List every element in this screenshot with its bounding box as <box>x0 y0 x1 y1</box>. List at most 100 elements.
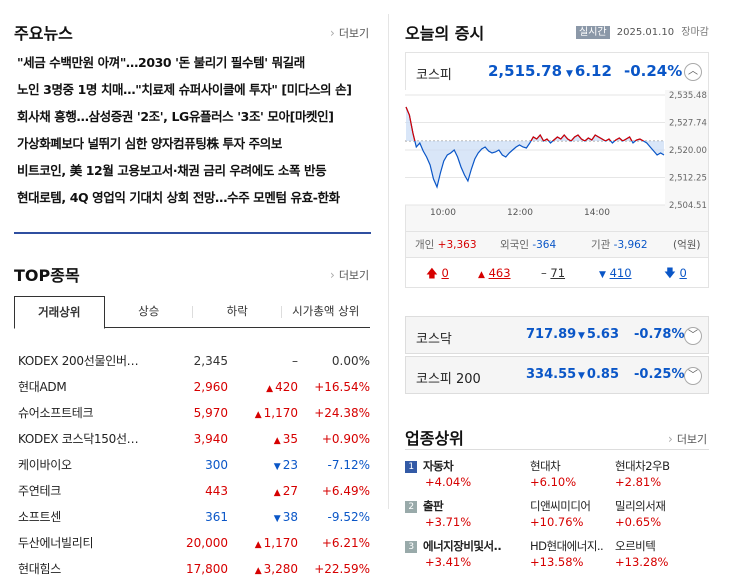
sector-rate: +13.58% <box>530 555 584 569</box>
table-row[interactable]: KODEX 200선물인버… 2,345 – 0.00% <box>18 348 370 374</box>
sector-stock-item[interactable]: 오르비텍 +13.28% <box>615 538 669 569</box>
news-item[interactable]: 가상화폐보다 널뛰기 심한 양자컴퓨팅株 투자 주의보 <box>17 136 282 151</box>
stock-price: 17,800 <box>186 562 228 576</box>
chevron-down-icon: ﹀ <box>688 330 698 341</box>
stock-change: 1,170 <box>255 530 298 558</box>
sector-name: 에너지장비및서.. <box>423 539 502 553</box>
sector-rate: +2.81% <box>615 475 662 489</box>
stock-change: 38 <box>274 504 298 532</box>
sector-name: 디앤씨미디어 <box>530 499 591 513</box>
table-row[interactable]: 슈어소프트테크 5,970 1,170 +24.38% <box>18 400 370 426</box>
kosdaq-row[interactable]: 코스닥 717.89 5.63 -0.78% ﹀ <box>405 316 709 354</box>
kospi200-expand-button[interactable]: ﹀ <box>684 367 702 385</box>
sector-rate: +3.71% <box>425 515 472 529</box>
table-row[interactable]: 소프트센 361 38 -9.52% <box>18 504 370 530</box>
table-row[interactable]: KODEX 코스닥150선… 3,940 35 +0.90% <box>18 426 370 452</box>
investor-foreign-value: -364 <box>532 239 557 251</box>
tab-volume[interactable]: 거래상위 <box>14 296 105 329</box>
table-row[interactable]: 두산에너빌리티 20,000 1,170 +6.21% <box>18 530 370 556</box>
stock-change: 27 <box>274 478 298 506</box>
news-more-link[interactable]: 더보기 <box>330 25 369 41</box>
kospi-name: 코스피 <box>416 68 452 83</box>
sector-name: 밀리의서재 <box>615 499 666 513</box>
investor-foreign-label: 외국인 <box>500 239 529 251</box>
sector-stock-item[interactable]: HD현대에너지.. +13.58% <box>530 538 604 569</box>
stock-change: 35 <box>274 426 298 454</box>
kospi200-change: 0.85 <box>578 367 619 382</box>
breadth-lower-limit[interactable]: 🡇 0 <box>664 266 687 280</box>
sector-rate: +10.76% <box>530 515 584 529</box>
sector-item[interactable]: 2 출판 +3.71% <box>405 498 471 529</box>
news-item[interactable]: 회사채 흥행…삼성증권 '2조', LG유플러스 '3조' 모아[마켓인] <box>17 109 334 124</box>
stock-rate: -9.52% <box>327 510 370 524</box>
investor-unit: (억원) <box>673 239 701 251</box>
sector-name: 출판 <box>423 499 444 513</box>
stock-name: 케이바이오 <box>18 458 72 472</box>
kosdaq-expand-button[interactable]: ﹀ <box>684 327 702 345</box>
investor-inst-label: 기관 <box>591 239 611 251</box>
kospi-intraday-chart: 2,535.48 2,527.74 2,520.00 2,512.25 2,504.51… <box>405 90 707 218</box>
sector-name: 현대차2우B <box>615 459 670 473</box>
sectors-divider <box>405 449 709 450</box>
stock-name: 슈어소프트테크 <box>18 406 94 420</box>
kospi-collapse-button[interactable]: ︿ <box>684 63 702 81</box>
sector-stock-item[interactable]: 현대차 +6.10% <box>530 458 576 489</box>
stock-rate: +22.59% <box>314 562 370 576</box>
tab-market-cap[interactable]: 시가총액 상위 <box>292 304 360 318</box>
news-item[interactable]: 비트코인, 美 12월 고용보고서·채권 금리 우려에도 소폭 반등 <box>17 163 327 178</box>
news-item[interactable]: 노인 3명중 1명 치매…"치료제 슈퍼사이클에 투자" [미다스의 손] <box>17 82 352 97</box>
stock-rate: +16.54% <box>314 380 370 394</box>
kosdaq-value: 717.89 <box>526 327 577 342</box>
breadth-down[interactable]: ▼ 410 <box>599 266 632 280</box>
stock-rate: -7.12% <box>327 458 370 472</box>
chart-y-tick-label: 2,512.25 <box>669 174 707 184</box>
stock-name: 현대ADM <box>18 380 67 394</box>
stock-price: 443 <box>205 484 228 498</box>
sector-item[interactable]: 1 자동차 +4.04% <box>405 458 471 489</box>
chart-area <box>406 107 664 187</box>
sector-rank: 2 <box>405 500 417 513</box>
chart-x-tick-label: 12:00 <box>507 208 533 218</box>
kosdaq-rate: -0.78% <box>634 327 685 342</box>
breadth-flat[interactable]: – 71 <box>541 266 566 280</box>
stock-rate: +6.49% <box>321 484 370 498</box>
tab-rising[interactable]: 상승 <box>105 296 193 327</box>
chart-y-tick-label: 2,527.74 <box>669 119 707 129</box>
chart-y-tick-label: 2,520.00 <box>669 146 707 156</box>
kospi200-row[interactable]: 코스피 200 334.55 0.85 -0.25% ﹀ <box>405 356 709 394</box>
market-close-status: 장마감 <box>681 27 709 38</box>
news-item[interactable]: 현대로템, 4Q 영업익 기대치 상회 전망…수주 모멘텀 유효-한화 <box>17 190 340 205</box>
stock-name: 주연테크 <box>18 484 61 498</box>
kospi-header[interactable]: 코스피 2,515.78 6.12 -0.24% ︿ <box>405 52 709 90</box>
market-date: 2025.01.10 <box>616 27 675 38</box>
table-row[interactable]: 케이바이오 300 23 -7.12% <box>18 452 370 478</box>
tab-falling[interactable]: 하락 <box>193 296 282 327</box>
sector-stock-item[interactable]: 밀리의서재 +0.65% <box>615 498 666 529</box>
stock-change: 1,170 <box>255 400 298 428</box>
sector-stock-item[interactable]: 디앤씨미디어 +10.76% <box>530 498 591 529</box>
live-badge: 실시간 <box>576 26 610 39</box>
stock-name: KODEX 코스닥150선… <box>18 432 139 446</box>
stock-name: 현대힘스 <box>18 562 61 576</box>
market-breadth: 🡅 0 ▲ 463 – 71 ▼ 410 🡇 0 <box>405 258 709 288</box>
stock-change: – <box>292 354 298 368</box>
top-stocks-more-link[interactable]: 더보기 <box>330 267 369 283</box>
stock-rate: +24.38% <box>314 406 370 420</box>
table-row[interactable]: 현대힘스 17,800 3,280 +22.59% <box>18 556 370 582</box>
news-item[interactable]: "세금 수백만원 아껴"…2030 '돈 불리기 필수템' 뭐길래 <box>17 55 305 70</box>
table-row[interactable]: 주연테크 443 27 +6.49% <box>18 478 370 504</box>
top-stocks-tabs: 거래상위 상승 하락 시가총액 상위 <box>14 296 370 329</box>
chevron-up-icon: ︿ <box>688 66 698 77</box>
sector-rank: 1 <box>405 460 417 473</box>
sectors-more-link[interactable]: 더보기 <box>668 431 707 447</box>
kospi-series-line-up <box>405 106 645 141</box>
stock-price: 5,970 <box>193 406 228 420</box>
sector-rate: +6.10% <box>530 475 577 489</box>
investor-individual-value: +3,363 <box>437 239 477 251</box>
stock-change: 420 <box>266 374 298 402</box>
sector-item[interactable]: 3 에너지장비및서.. +3.41% <box>405 538 502 569</box>
breadth-up[interactable]: ▲ 463 <box>478 266 511 280</box>
sector-stock-item[interactable]: 현대차2우B +2.81% <box>615 458 670 489</box>
table-row[interactable]: 현대ADM 2,960 420 +16.54% <box>18 374 370 400</box>
breadth-upper-limit[interactable]: 🡅 0 <box>426 266 449 280</box>
